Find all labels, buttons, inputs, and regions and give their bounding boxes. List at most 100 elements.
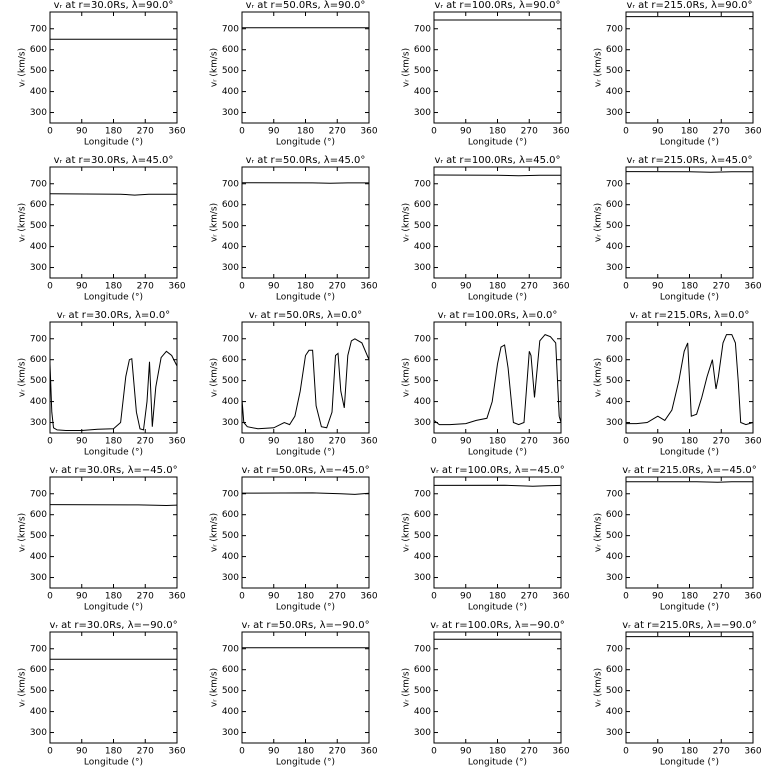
y-tick-label: 300 (606, 573, 623, 583)
x-tick-label: 180 (297, 437, 314, 447)
data-line (49, 193, 177, 196)
y-tick-label: 400 (30, 242, 47, 252)
y-axis-label: vᵣ (km/s) (210, 48, 220, 87)
plot-frame (241, 321, 370, 434)
y-tick-label: 500 (606, 221, 623, 231)
x-tick-label: 90 (652, 747, 664, 757)
y-tick-label: 300 (30, 108, 47, 118)
y-tick-label: 400 (222, 242, 239, 252)
y-tick-label: 400 (414, 87, 431, 97)
data-line (49, 350, 178, 431)
plot-frame (49, 631, 178, 744)
plot-frame (625, 476, 754, 589)
x-tick-label: 0 (239, 437, 245, 447)
y-axis-label: vᵣ (km/s) (402, 203, 412, 242)
x-tick-label: 360 (360, 592, 377, 602)
plot-frame (625, 631, 754, 744)
x-tick-label: 90 (76, 747, 88, 757)
x-tick-label: 270 (521, 437, 538, 447)
x-tick-label: 180 (489, 282, 506, 292)
x-tick-label: 360 (360, 437, 377, 447)
y-tick-label: 600 (606, 355, 623, 365)
y-axis-label: vᵣ (km/s) (18, 48, 28, 87)
x-tick-label: 270 (521, 282, 538, 292)
y-axis-label: vᵣ (km/s) (210, 668, 220, 707)
chart-title: vᵣ at r=100.0Rs, λ=90.0° (434, 0, 560, 11)
plot-frame (433, 11, 562, 124)
x-axis-label: Longitude (°) (276, 138, 335, 148)
x-tick-label: 360 (552, 747, 569, 757)
x-tick-label: 270 (329, 747, 346, 757)
x-tick-label: 90 (652, 437, 664, 447)
data-line (241, 338, 370, 430)
y-tick-label: 600 (414, 355, 431, 365)
y-tick-label: 600 (30, 45, 47, 55)
x-tick-label: 270 (329, 592, 346, 602)
y-tick-label: 300 (30, 728, 47, 738)
y-tick-label: 300 (30, 418, 47, 428)
y-axis-label: vᵣ (km/s) (594, 203, 604, 242)
x-tick-label: 90 (460, 127, 472, 137)
y-tick-label: 400 (606, 397, 623, 407)
y-tick-label: 400 (414, 242, 431, 252)
plot-frame (625, 11, 754, 124)
x-tick-label: 270 (329, 282, 346, 292)
y-tick-label: 600 (30, 200, 47, 210)
chart-title: vᵣ at r=50.0Rs, λ=−45.0° (241, 465, 369, 476)
data-line (626, 334, 754, 426)
y-tick-label: 600 (222, 355, 239, 365)
y-axis-label: vᵣ (km/s) (594, 358, 604, 397)
x-tick-label: 90 (460, 437, 472, 447)
chart-title: vᵣ at r=215.0Rs, λ=90.0° (626, 0, 752, 11)
chart-title: vᵣ at r=50.0Rs, λ=90.0° (246, 0, 366, 11)
y-tick-label: 500 (30, 221, 47, 231)
x-tick-label: 90 (652, 592, 664, 602)
y-tick-label: 500 (30, 376, 47, 386)
y-tick-label: 500 (30, 531, 47, 541)
x-tick-label: 90 (652, 127, 664, 137)
y-tick-label: 600 (606, 665, 623, 675)
y-axis-label: vᵣ (km/s) (210, 358, 220, 397)
x-tick-label: 0 (47, 592, 53, 602)
x-tick-label: 90 (76, 592, 88, 602)
x-tick-label: 360 (360, 747, 377, 757)
x-axis-label: Longitude (°) (468, 293, 527, 303)
y-tick-label: 700 (414, 489, 431, 499)
y-tick-label: 700 (606, 334, 623, 344)
y-tick-label: 500 (222, 531, 239, 541)
y-tick-label: 600 (414, 665, 431, 675)
x-axis-label: Longitude (°) (84, 603, 143, 613)
x-tick-label: 180 (297, 747, 314, 757)
y-tick-label: 500 (414, 686, 431, 696)
plot-frame (433, 631, 562, 744)
x-tick-label: 180 (297, 592, 314, 602)
y-tick-label: 700 (414, 24, 431, 34)
x-tick-label: 90 (76, 127, 88, 137)
data-line (433, 334, 562, 426)
y-tick-label: 600 (414, 200, 431, 210)
x-tick-label: 0 (239, 127, 245, 137)
y-axis-label: vᵣ (km/s) (594, 668, 604, 707)
x-tick-label: 360 (360, 282, 377, 292)
x-axis-label: Longitude (°) (660, 758, 719, 768)
y-tick-label: 500 (414, 221, 431, 231)
plot-frame (49, 11, 178, 124)
x-tick-label: 180 (489, 437, 506, 447)
y-tick-label: 500 (222, 376, 239, 386)
data-line (433, 484, 562, 487)
y-tick-label: 700 (30, 644, 47, 654)
data-line (241, 492, 370, 495)
data-line (433, 174, 561, 177)
y-tick-label: 700 (606, 489, 623, 499)
y-axis-label: vᵣ (km/s) (18, 513, 28, 552)
y-tick-label: 700 (30, 489, 47, 499)
x-tick-label: 0 (431, 282, 437, 292)
y-tick-label: 300 (414, 573, 431, 583)
chart-title: vᵣ at r=30.0Rs, λ=−45.0° (49, 465, 177, 476)
y-tick-label: 500 (414, 66, 431, 76)
x-tick-label: 360 (168, 747, 185, 757)
y-tick-label: 300 (222, 418, 239, 428)
y-tick-label: 600 (606, 200, 623, 210)
x-axis-label: Longitude (°) (276, 758, 335, 768)
